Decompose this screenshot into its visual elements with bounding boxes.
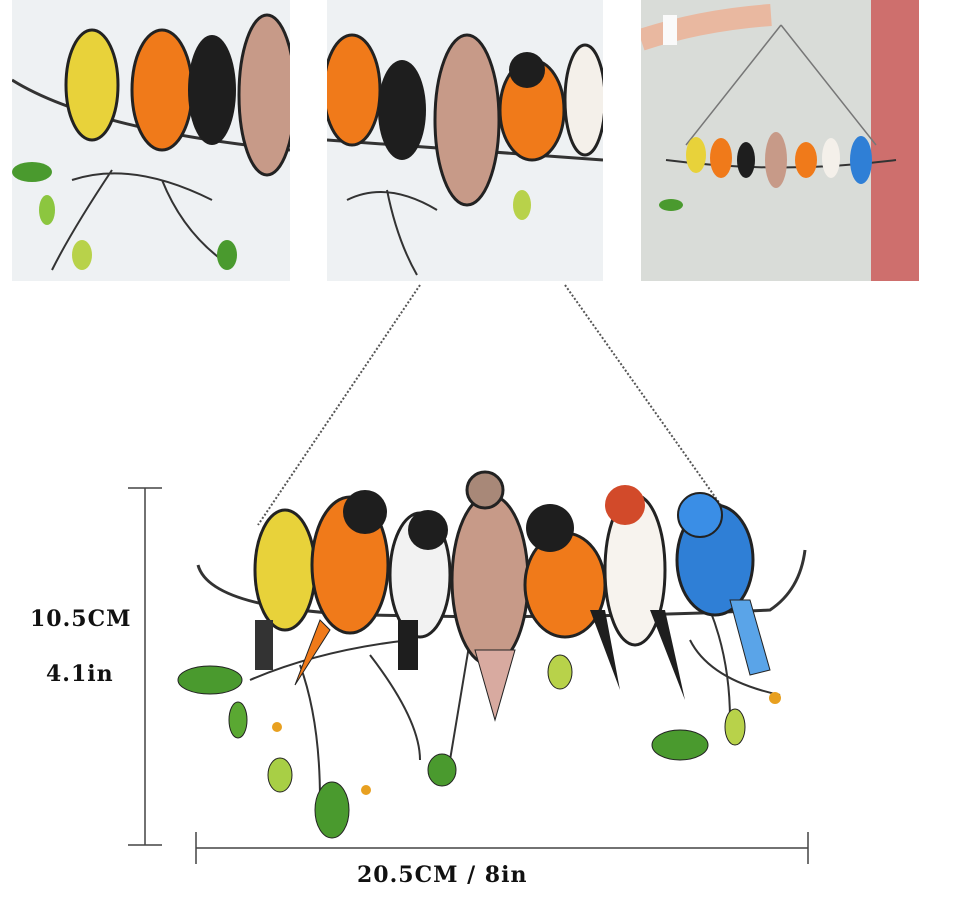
bird-chickadee [388,510,452,670]
hanging-chain [257,284,736,526]
height-dimension-line [128,487,162,846]
main-product-illustration [170,280,810,840]
height-cm-label: 10.5CM [30,606,132,632]
bird-woodpecker [603,485,685,700]
height-in-label: 4.1in [46,661,114,687]
thumbnail-closeup-left [12,0,290,281]
thumbnail-closeup-right [327,0,603,281]
bird-robin [523,504,620,690]
bird-dove [450,470,530,722]
width-dimension-line [195,832,809,864]
thumbnail-in-hand [641,0,919,281]
hand-holding-ornament [641,0,919,281]
bird-blue-jay [675,492,771,676]
stained-glass-birds [177,284,807,839]
bird-closeup-right [327,33,603,276]
width-label: 20.5CM / 8in [357,862,528,888]
bird-oriole [294,490,390,686]
bird-goldfinch [253,508,317,670]
bird-closeup-left [12,13,290,271]
